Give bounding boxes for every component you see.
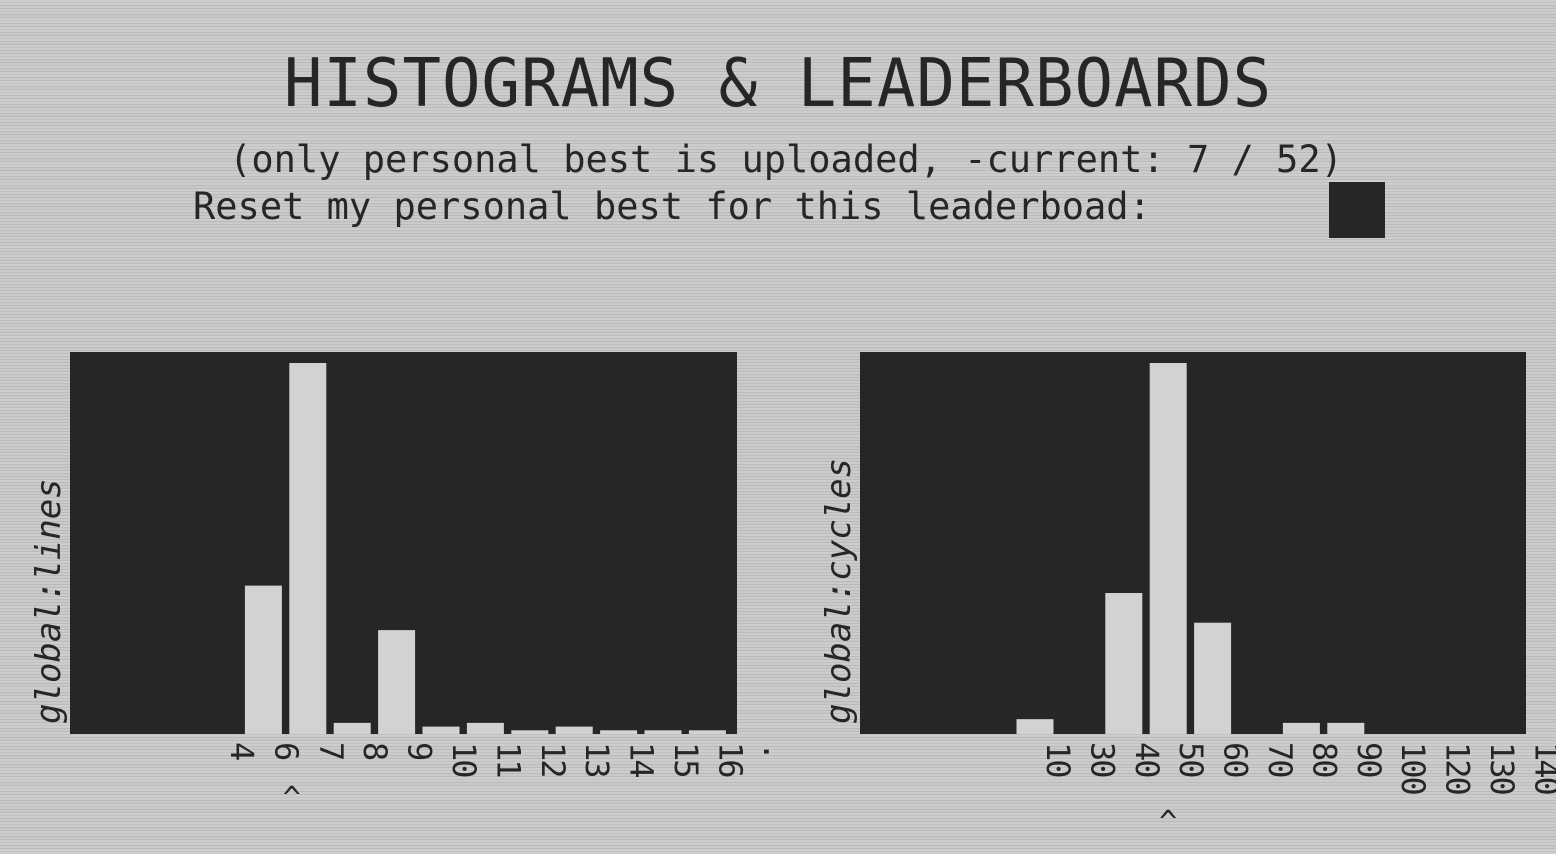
reset-personal-best-button[interactable] <box>1329 182 1385 238</box>
lines-tick-label: 9 <box>401 742 439 760</box>
cycles-histogram-svg: 10 30 40 50 ^ 60 70 80 90 100 120 130 140 global:cycl… <box>819 352 1556 840</box>
lines-bar-12 <box>511 730 549 734</box>
lines-histogram: 4 6 7 ^ 8 9 10 11 12 13 14 15 16. global:lines <box>0 340 794 850</box>
lines-bar-6 <box>244 585 282 734</box>
cycles-tick-label: 10 <box>1039 742 1077 777</box>
cycles-tick-label: 60 <box>1217 742 1255 777</box>
page-title: HISTOGRAMS & LEADERBOARDS <box>283 45 1273 123</box>
cycles-bar-10 <box>1016 719 1054 734</box>
cycles-tick-label: 70 <box>1261 742 1299 777</box>
lines-tick-label: 16 <box>711 742 749 777</box>
cycles-axis-label: global:cycles <box>819 458 859 724</box>
cycles-current-marker: ^ <box>1159 805 1177 840</box>
cycles-tick-label: 120 <box>1439 742 1477 795</box>
lines-bar-10 <box>422 726 460 734</box>
lines-bar-13 <box>555 726 593 734</box>
cycles-tick-label: 130 <box>1483 742 1521 795</box>
lines-tick-label: 14 <box>623 742 661 777</box>
lines-tick-label: 4 <box>223 742 261 760</box>
cycles-bar-90 <box>1327 722 1365 734</box>
cycles-tick-label: 80 <box>1305 742 1343 777</box>
cycles-tick-label: 50 <box>1172 742 1210 777</box>
lines-tick-label: . <box>756 742 794 759</box>
lines-bar-15 <box>644 730 682 734</box>
cycles-tick-label: 90 <box>1350 742 1388 777</box>
cycles-bar-60 <box>1194 622 1232 734</box>
lines-bar-11 <box>466 722 504 734</box>
lines-current-marker: ^ <box>283 781 301 816</box>
cycles-histogram: 10 30 40 50 ^ 60 70 80 90 100 120 130 140 global:cycl… <box>790 340 1556 850</box>
cycles-tick-label: 140 <box>1527 742 1556 795</box>
lines-bar-8 <box>333 722 371 734</box>
lines-tick-label: 13 <box>578 742 616 777</box>
cycles-bar-80 <box>1282 722 1320 734</box>
lines-tick-label: 8 <box>356 742 394 760</box>
lines-tick-label: 11 <box>489 742 527 777</box>
cycles-bar-50 <box>1149 363 1187 734</box>
lines-tick-label: 10 <box>445 742 483 777</box>
lines-bar-14 <box>600 730 638 734</box>
cycles-tick-label: 100 <box>1394 742 1432 795</box>
cycles-tick-label: 30 <box>1083 742 1121 777</box>
lines-bar-7 <box>289 363 327 734</box>
lines-axis-label: global:lines <box>29 478 69 724</box>
lines-tick-label: 6 <box>267 742 305 760</box>
leaderboard-status-text: (only personal best is uploaded, -curren… <box>229 138 1343 181</box>
lines-tick-label: 15 <box>667 742 705 777</box>
reset-personal-best-label: Reset my personal best for this leaderbo… <box>193 185 1151 228</box>
cycles-plot-area <box>860 352 1526 734</box>
lines-tick-label: 12 <box>534 742 572 777</box>
lines-bar-16 <box>688 730 726 734</box>
lines-bar-9 <box>378 630 416 734</box>
cycles-tick-label: 40 <box>1128 742 1166 777</box>
lines-histogram-svg: 4 6 7 ^ 8 9 10 11 12 13 14 15 16 . global:lines <box>29 352 794 816</box>
cycles-bar-40 <box>1105 593 1143 734</box>
lines-tick-label: 7 <box>312 742 350 759</box>
